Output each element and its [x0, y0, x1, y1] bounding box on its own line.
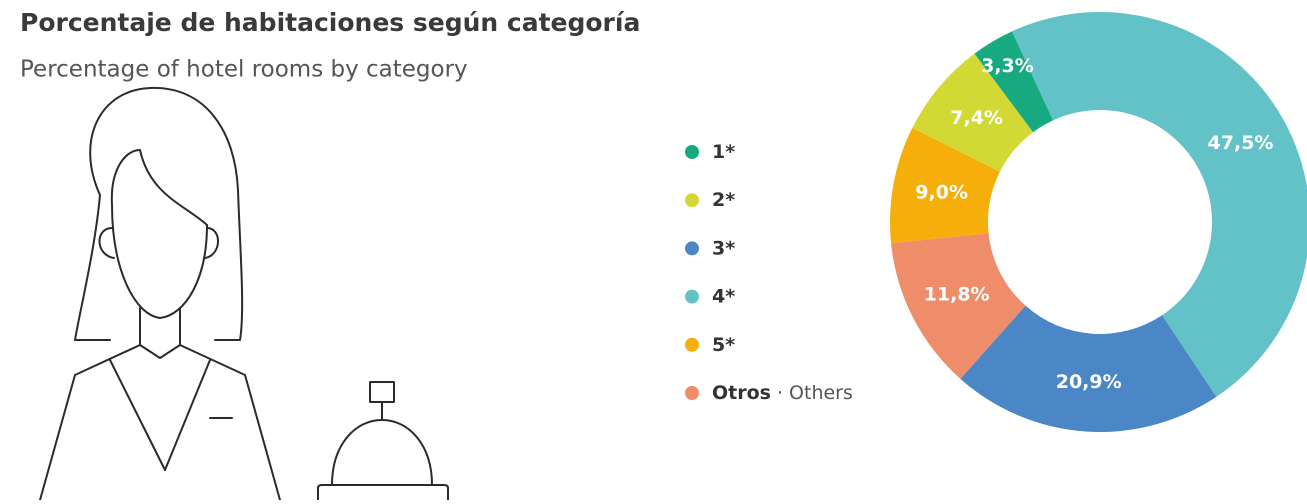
slice-label: 3,3%	[981, 55, 1034, 77]
legend-label: 2*	[712, 189, 735, 211]
legend-label-text: 2*	[712, 189, 735, 211]
legend-marker	[685, 338, 699, 352]
legend: 1* 2* 3* 4* 5* Otros · Others	[685, 141, 853, 404]
legend-marker	[685, 193, 699, 207]
donut: 47,5% 20,9% 11,8% 9,0% 7,4% 3,3%	[890, 12, 1307, 432]
legend-label-text: 4*	[712, 285, 735, 307]
chart-subtitle: Percentage of hotel rooms by category	[20, 57, 468, 83]
legend-label: Otros · Others	[712, 382, 853, 404]
legend-marker	[685, 386, 699, 400]
chart: Porcentaje de habitaciones según categor…	[0, 0, 1307, 500]
legend-label-text: Otros	[712, 382, 771, 404]
chart-title: Porcentaje de habitaciones según categor…	[20, 8, 640, 37]
slice-label: 11,8%	[924, 284, 990, 306]
legend-label: 1*	[712, 141, 735, 163]
legend-marker	[685, 290, 699, 304]
legend-label-text: 3*	[712, 237, 735, 259]
legend-label: 4*	[712, 285, 735, 307]
legend-marker	[685, 145, 699, 159]
legend-label-translation: · Others	[777, 382, 853, 404]
legend-label: 5*	[712, 333, 735, 355]
legend-marker	[685, 241, 699, 255]
legend-label-text: 5*	[712, 333, 735, 355]
receptionist-illustration	[40, 88, 448, 500]
slice-label: 20,9%	[1056, 371, 1122, 393]
legend-label: 3*	[712, 237, 735, 259]
slice-label: 7,4%	[950, 107, 1003, 129]
legend-label-text: 1*	[712, 141, 735, 163]
slice-label: 9,0%	[915, 181, 968, 203]
slice-label: 47,5%	[1208, 132, 1274, 154]
